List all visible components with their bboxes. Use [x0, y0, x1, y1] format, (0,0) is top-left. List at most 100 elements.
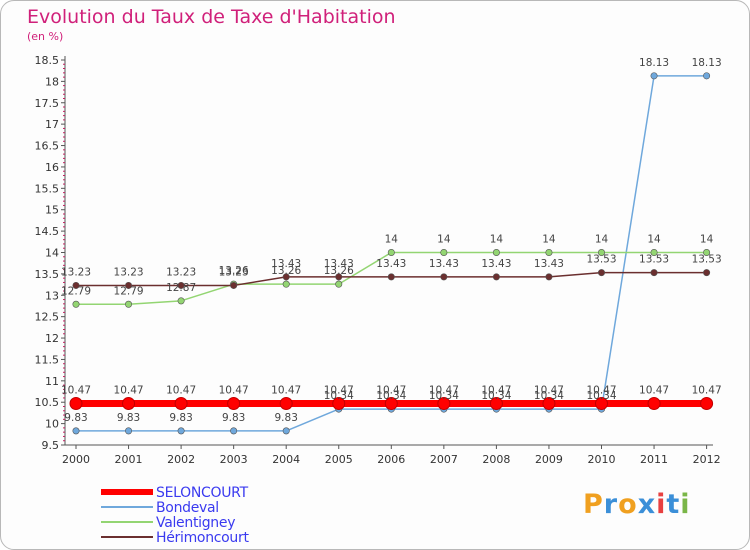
data-label: 13.23: [219, 266, 249, 278]
chart-unit-label: (en %): [27, 30, 64, 43]
data-label: 10.47: [639, 385, 669, 397]
y-tick-label: 11.5: [35, 353, 60, 366]
y-tick-label: 16: [45, 161, 59, 174]
data-point: [595, 397, 608, 411]
data-point: [125, 427, 133, 435]
data-label: 12.79: [61, 285, 91, 297]
data-point: [335, 273, 343, 281]
logo-letter: P: [583, 489, 604, 520]
legend-label: Bondeval: [156, 500, 219, 516]
data-label: 13.53: [692, 254, 722, 266]
data-label: 14: [437, 234, 451, 246]
data-point: [437, 397, 451, 411]
data-point: [279, 397, 293, 411]
data-point: [69, 397, 83, 411]
data-label: 18.13: [639, 57, 669, 69]
x-tick-label: 2003: [220, 453, 248, 466]
data-label: 10.34: [534, 390, 564, 402]
data-point: [177, 427, 185, 435]
data-point: [650, 72, 658, 80]
data-point: [440, 249, 448, 257]
y-tick-label: 12: [45, 332, 59, 345]
data-label: 10.47: [692, 385, 722, 397]
y-tick-label: 18: [45, 75, 59, 88]
data-label: 14: [542, 234, 556, 246]
y-tick-label: 16.5: [35, 140, 60, 153]
data-label: 10.47: [219, 385, 249, 397]
legend-label: SELONCOURT: [156, 485, 248, 501]
data-label: 13.43: [481, 258, 511, 270]
data-point: [492, 273, 500, 281]
y-tick-label: 10.5: [35, 396, 60, 409]
data-point: [440, 273, 448, 281]
legend-swatch: [101, 536, 153, 538]
x-tick-label: 2002: [167, 453, 195, 466]
data-label: 9.83: [222, 412, 245, 424]
data-point: [597, 249, 605, 257]
data-label: 12.79: [114, 285, 144, 297]
data-label: 12.87: [166, 282, 196, 294]
data-point: [177, 297, 185, 305]
legend-label: Hérimoncourt: [156, 530, 249, 546]
legend-label: Valentigney: [156, 515, 236, 531]
data-label: 13.43: [324, 258, 354, 270]
data-point: [384, 397, 398, 411]
logo-letter: x: [637, 489, 657, 520]
y-tick-label: 17: [45, 118, 59, 131]
data-label: 10.34: [586, 390, 616, 402]
data-point: [703, 249, 711, 257]
chart-title: Evolution du Taux de Taxe d'Habitation: [27, 6, 396, 28]
data-point: [489, 397, 503, 411]
y-tick-label: 13: [45, 289, 59, 302]
data-label: 10.47: [586, 385, 616, 397]
data-label: 13.23: [61, 266, 91, 278]
data-point: [230, 281, 238, 289]
y-tick-label: 14.5: [35, 225, 60, 238]
data-point: [492, 249, 500, 257]
data-label: 10.47: [114, 385, 144, 397]
data-point: [72, 427, 80, 435]
data-label: 14: [700, 234, 714, 246]
data-label: 14: [385, 234, 399, 246]
data-point: [177, 281, 185, 289]
y-tick-label: 15: [45, 204, 59, 217]
data-point: [703, 72, 711, 80]
data-label: 13.26: [324, 265, 354, 277]
data-point: [72, 300, 80, 308]
data-point: [335, 280, 343, 288]
x-tick-label: 2005: [325, 453, 353, 466]
data-point: [125, 281, 133, 289]
data-point: [282, 280, 290, 288]
data-label: 13.26: [219, 265, 249, 277]
x-tick-label: 2006: [377, 453, 405, 466]
data-point: [545, 249, 553, 257]
logo-letter: r: [603, 489, 619, 520]
data-label: 13.53: [639, 254, 669, 266]
data-point: [122, 397, 136, 411]
data-label: 18.13: [692, 57, 722, 69]
data-point: [387, 249, 395, 257]
data-label: 13.43: [534, 258, 564, 270]
y-tick-label: 10: [45, 418, 59, 431]
data-label: 9.83: [117, 412, 140, 424]
data-label: 13.43: [376, 258, 406, 270]
data-label: 13.53: [586, 254, 616, 266]
y-tick-label: 14: [45, 247, 59, 260]
x-tick-label: 2007: [430, 453, 458, 466]
data-label: 10.47: [376, 385, 406, 397]
data-point: [542, 397, 556, 411]
data-point: [282, 427, 290, 435]
proxiti-logo: Proxiti: [583, 489, 691, 520]
x-tick-label: 2012: [693, 453, 721, 466]
data-label: 10.34: [429, 390, 459, 402]
data-point: [545, 273, 553, 281]
data-label: 10.34: [481, 390, 511, 402]
x-tick-label: 2010: [588, 453, 616, 466]
x-tick-label: 2001: [115, 453, 143, 466]
data-label: 10.47: [534, 385, 564, 397]
data-label: 10.47: [166, 385, 196, 397]
data-point: [227, 397, 241, 411]
data-label: 10.47: [324, 385, 354, 397]
